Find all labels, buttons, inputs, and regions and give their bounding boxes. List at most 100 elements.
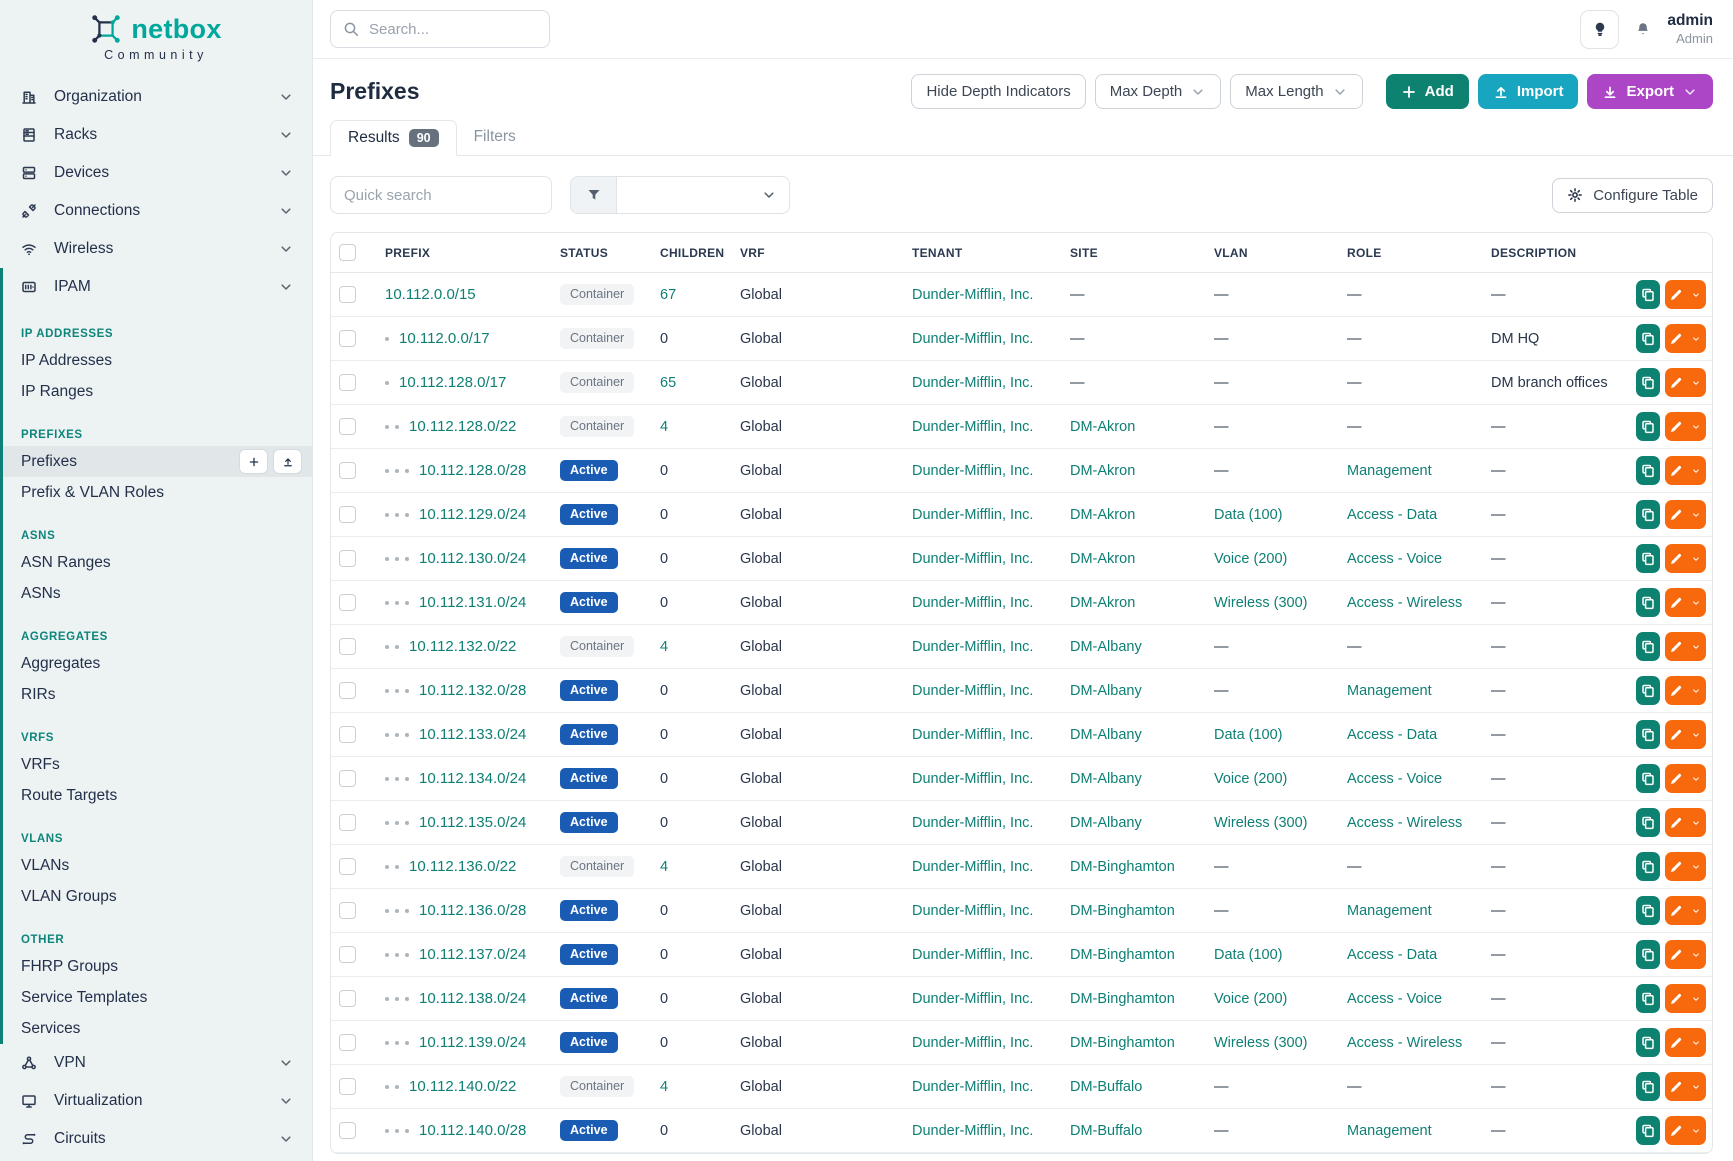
prefix-link[interactable]: 10.112.135.0/24 xyxy=(419,814,527,831)
prefix-link[interactable]: 10.112.130.0/24 xyxy=(419,550,527,567)
row-checkbox[interactable] xyxy=(339,506,356,523)
column-header-prefix[interactable]: PREFIX xyxy=(377,233,552,273)
select-all-checkbox[interactable] xyxy=(339,244,356,261)
sidebar-item-service-templates[interactable]: Service Templates xyxy=(21,988,148,1006)
column-header-vrf[interactable]: VRF xyxy=(732,233,904,273)
edit-button[interactable] xyxy=(1665,280,1706,309)
prefix-link[interactable]: 10.112.0.0/17 xyxy=(399,330,490,347)
tenant-link[interactable]: Dunder-Mifflin, Inc. xyxy=(912,638,1034,655)
clone-button[interactable] xyxy=(1636,764,1661,793)
edit-button[interactable] xyxy=(1665,456,1706,485)
row-checkbox[interactable] xyxy=(339,330,356,347)
role-link[interactable]: Access - Wireless xyxy=(1347,1034,1463,1051)
user-menu[interactable]: admin Admin xyxy=(1667,12,1713,46)
row-checkbox[interactable] xyxy=(339,374,356,391)
vlan-link[interactable]: Voice (200) xyxy=(1214,990,1288,1007)
sidebar-item-services[interactable]: Services xyxy=(21,1019,81,1037)
sidebar-item-ipam[interactable]: IPAM xyxy=(3,268,312,306)
row-checkbox[interactable] xyxy=(339,770,356,787)
row-checkbox[interactable] xyxy=(339,1034,356,1051)
site-link[interactable]: DM-Akron xyxy=(1070,462,1136,479)
vlan-link[interactable]: Data (100) xyxy=(1214,946,1283,963)
edit-button[interactable] xyxy=(1665,676,1706,705)
children-count-link[interactable]: 4 xyxy=(660,1078,669,1095)
tab-filters[interactable]: Filters xyxy=(473,128,516,145)
site-link[interactable]: DM-Akron xyxy=(1070,418,1136,435)
row-checkbox[interactable] xyxy=(339,286,356,303)
sidebar-item-virtualization[interactable]: Virtualization xyxy=(0,1082,312,1120)
site-link[interactable]: DM-Akron xyxy=(1070,594,1136,611)
hide-depth-indicators-button[interactable]: Hide Depth Indicators xyxy=(911,74,1086,109)
role-link[interactable]: Access - Data xyxy=(1347,506,1438,523)
export-button[interactable]: Export xyxy=(1587,74,1713,109)
clone-button[interactable] xyxy=(1636,940,1661,969)
column-header-tenant[interactable]: TENANT xyxy=(904,233,1062,273)
sidebar-item-vrfs[interactable]: VRFs xyxy=(21,755,60,773)
site-link[interactable]: DM-Binghamton xyxy=(1070,1034,1175,1051)
sidebar-item-asn-ranges[interactable]: ASN Ranges xyxy=(21,553,111,571)
edit-button[interactable] xyxy=(1665,984,1706,1013)
clone-button[interactable] xyxy=(1636,544,1661,573)
vlan-link[interactable]: Voice (200) xyxy=(1214,550,1288,567)
row-checkbox[interactable] xyxy=(339,990,356,1007)
site-link[interactable]: DM-Albany xyxy=(1070,770,1142,787)
sidebar-item-prefix-vlan-roles[interactable]: Prefix & VLAN Roles xyxy=(21,483,164,501)
prefix-link[interactable]: 10.112.128.0/28 xyxy=(419,462,527,479)
column-header-site[interactable]: SITE xyxy=(1062,233,1206,273)
theme-toggle-button[interactable] xyxy=(1580,9,1620,49)
tenant-link[interactable]: Dunder-Mifflin, Inc. xyxy=(912,330,1034,347)
clone-button[interactable] xyxy=(1636,1116,1661,1145)
row-checkbox[interactable] xyxy=(339,418,356,435)
quick-search-input[interactable] xyxy=(330,176,552,214)
sidebar-item-route-targets[interactable]: Route Targets xyxy=(21,786,118,804)
role-link[interactable]: Access - Voice xyxy=(1347,770,1443,787)
prefix-link[interactable]: 10.112.0.0/15 xyxy=(385,286,476,303)
role-link[interactable]: Management xyxy=(1347,682,1432,699)
row-checkbox[interactable] xyxy=(339,682,356,699)
role-link[interactable]: Management xyxy=(1347,462,1432,479)
site-link[interactable]: DM-Akron xyxy=(1070,506,1136,523)
sidebar-item-vlans[interactable]: VLANs xyxy=(21,856,70,874)
sidebar-item-circuits[interactable]: Circuits xyxy=(0,1120,312,1158)
edit-button[interactable] xyxy=(1665,500,1706,529)
row-checkbox[interactable] xyxy=(339,902,356,919)
sidebar-item-ip-ranges[interactable]: IP Ranges xyxy=(21,382,94,400)
column-header-status[interactable]: STATUS xyxy=(552,233,652,273)
prefix-link[interactable]: 10.112.139.0/24 xyxy=(419,1034,527,1051)
site-link[interactable]: DM-Binghamton xyxy=(1070,946,1175,963)
site-link[interactable]: DM-Binghamton xyxy=(1070,858,1175,875)
row-checkbox[interactable] xyxy=(339,726,356,743)
clone-button[interactable] xyxy=(1636,852,1661,881)
tenant-link[interactable]: Dunder-Mifflin, Inc. xyxy=(912,374,1034,391)
prefix-link[interactable]: 10.112.128.0/17 xyxy=(399,374,507,391)
prefix-link[interactable]: 10.112.132.0/28 xyxy=(419,682,527,699)
role-link[interactable]: Access - Wireless xyxy=(1347,594,1463,611)
filter-button[interactable] xyxy=(571,177,617,213)
vlan-link[interactable]: Wireless (300) xyxy=(1214,594,1308,611)
add-prefix-button[interactable] xyxy=(239,449,268,474)
edit-button[interactable] xyxy=(1665,368,1706,397)
role-link[interactable]: Management xyxy=(1347,1122,1432,1139)
site-link[interactable]: DM-Albany xyxy=(1070,814,1142,831)
tenant-link[interactable]: Dunder-Mifflin, Inc. xyxy=(912,1122,1034,1139)
tenant-link[interactable]: Dunder-Mifflin, Inc. xyxy=(912,1078,1034,1095)
sidebar-item-devices[interactable]: Devices xyxy=(0,154,312,192)
sidebar-item-aggregates[interactable]: Aggregates xyxy=(21,654,101,672)
tenant-link[interactable]: Dunder-Mifflin, Inc. xyxy=(912,770,1034,787)
column-header-description[interactable]: DESCRIPTION xyxy=(1483,233,1628,273)
children-count-link[interactable]: 4 xyxy=(660,638,669,655)
tenant-link[interactable]: Dunder-Mifflin, Inc. xyxy=(912,286,1034,303)
site-link[interactable]: DM-Albany xyxy=(1070,726,1142,743)
tenant-link[interactable]: Dunder-Mifflin, Inc. xyxy=(912,418,1034,435)
tenant-link[interactable]: Dunder-Mifflin, Inc. xyxy=(912,682,1034,699)
configure-table-button[interactable]: Configure Table xyxy=(1552,177,1713,213)
prefix-link[interactable]: 10.112.137.0/24 xyxy=(419,946,527,963)
clone-button[interactable] xyxy=(1636,324,1661,353)
role-link[interactable]: Management xyxy=(1347,902,1432,919)
prefix-link[interactable]: 10.112.128.0/22 xyxy=(409,418,517,435)
edit-button[interactable] xyxy=(1665,808,1706,837)
sidebar-item-ip-addresses[interactable]: IP Addresses xyxy=(21,351,113,369)
site-link[interactable]: DM-Buffalo xyxy=(1070,1122,1143,1139)
sidebar-item-wireless[interactable]: Wireless xyxy=(0,230,312,268)
clone-button[interactable] xyxy=(1636,1072,1661,1101)
